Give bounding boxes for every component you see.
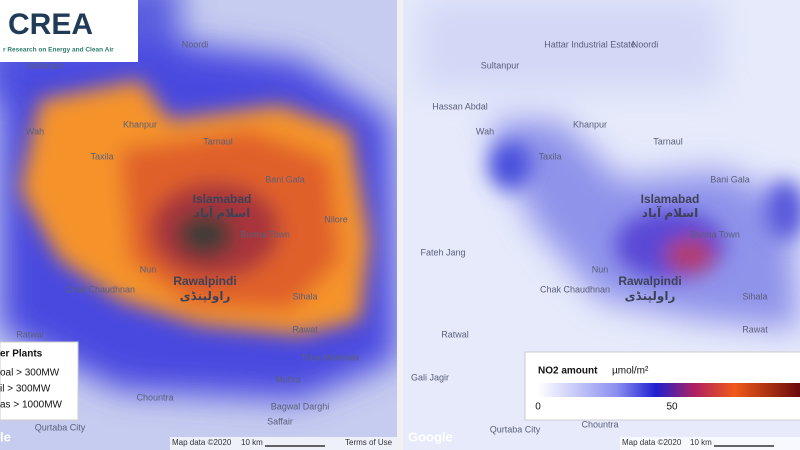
legend-item: il > 300MW — [0, 384, 51, 395]
left-heatmap — [0, 0, 397, 450]
place-label: Nun — [592, 264, 609, 274]
place-label: Chak Chaudhnan — [65, 284, 135, 294]
place-label: اسلام آباد — [642, 205, 698, 221]
place-label: Taxila — [90, 151, 113, 161]
place-label: Sultanpur — [481, 60, 520, 70]
place-label: Hattar Industrial Estate — [544, 39, 636, 49]
place-label: راولپنڈی — [625, 289, 676, 304]
place-label: Hassan Abdal — [432, 101, 488, 111]
place-label: Ratwal — [16, 329, 44, 339]
place-label: Ratwal — [441, 329, 469, 339]
colorbar-tick: 50 — [666, 402, 678, 413]
place-label: Rawalpindi — [173, 274, 236, 288]
place-label: Tarnaul — [203, 136, 233, 146]
google-logo: le — [0, 429, 11, 444]
place-label: Rawalpindi — [618, 274, 681, 288]
place-label: Bani Gala — [265, 174, 305, 184]
place-label: راولپنڈی — [180, 289, 231, 304]
place-label: Toba Mankiala — [301, 352, 359, 362]
place-label: Khanpur — [123, 119, 157, 129]
legend-item: oal > 300MW — [0, 368, 60, 379]
place-label: Noordi — [182, 39, 209, 49]
no2-legend-title: NO2 amount — [538, 366, 598, 377]
legend-title: er Plants — [0, 349, 43, 360]
place-label: Qurtaba City — [490, 424, 541, 434]
place-label: Burma Town — [240, 229, 290, 239]
place-label: Sihala — [742, 291, 767, 301]
place-label: Rawat — [742, 324, 768, 334]
logo-subtitle: r Research on Energy and Clean Air — [3, 47, 114, 54]
place-label: Nun — [140, 264, 157, 274]
terms[interactable]: Terms of Use — [345, 438, 393, 447]
colorbar — [538, 383, 800, 397]
colorbar-tick: 0 — [535, 402, 541, 413]
place-label: اسلام آباد — [194, 205, 250, 221]
power-plant-legend — [0, 341, 79, 421]
footer-bar — [170, 437, 397, 450]
place-label: Chountra — [581, 419, 618, 429]
legend-item: as > 1000MW — [0, 400, 63, 411]
map-data: Map data ©2020 — [172, 438, 232, 447]
place-label: Wah — [476, 126, 494, 136]
place-label: Bagwal Darghi — [271, 401, 330, 411]
place-label: Islamabad — [641, 192, 700, 206]
place-label: Wah — [26, 126, 44, 136]
place-label: Saffair — [267, 416, 293, 426]
place-label: Chountra — [136, 392, 173, 402]
place-label: Islamabad — [193, 192, 252, 206]
no2-legend-unit: µmol/m² — [612, 366, 649, 377]
place-label: Tarnaul — [653, 136, 683, 146]
scale-label: 10 km — [690, 438, 712, 447]
logo-title: CREA — [8, 8, 93, 41]
place-label: Taxila — [538, 151, 561, 161]
divider[interactable] — [397, 0, 403, 450]
scale-label: 10 km — [241, 438, 263, 447]
place-label: Bani Gala — [710, 174, 750, 184]
place-label: Fateh Jang — [420, 247, 465, 257]
place-label: Noordi — [632, 39, 659, 49]
place-label: Sultanpur — [26, 60, 65, 70]
place-label: Qurtaba City — [35, 422, 86, 432]
place-label: Mohra — [275, 374, 301, 384]
logo-box — [0, 0, 138, 62]
place-label: Burma Town — [690, 229, 740, 239]
place-label: Nilore — [324, 214, 348, 224]
map-data: Map data ©2020 — [622, 438, 682, 447]
place-label: Khanpur — [573, 119, 607, 129]
place-label: Chak Chaudhnan — [540, 284, 610, 294]
place-labels: Noordi Sultanpur Wah Khanpur Taxila Tarnaul Is… — [16, 39, 768, 434]
place-label: Gali Jagir — [411, 372, 449, 382]
place-label: Sihala — [292, 291, 317, 301]
google-logo: Google — [408, 429, 453, 444]
place-label: Rawat — [292, 324, 318, 334]
